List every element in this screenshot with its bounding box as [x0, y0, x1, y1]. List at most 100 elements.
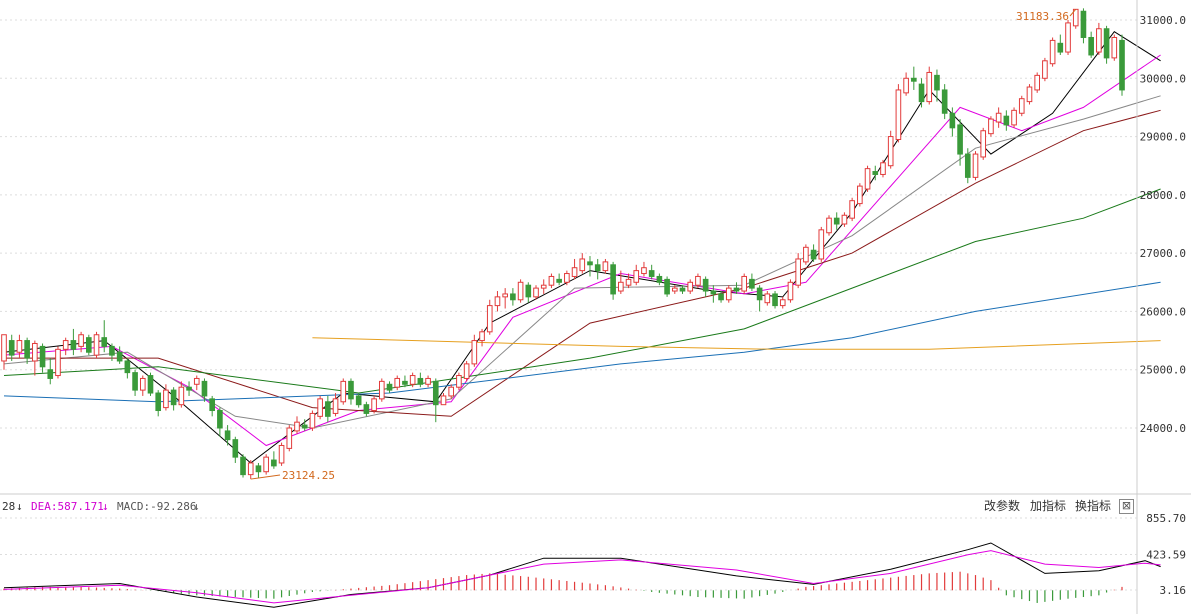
candle — [1057, 34, 1064, 55]
modify-params-button[interactable]: 改参数 — [984, 499, 1021, 513]
candle — [587, 256, 593, 277]
candle-body — [1119, 39, 1125, 91]
candle — [132, 369, 138, 396]
candle-body — [193, 377, 200, 385]
candle — [224, 425, 231, 446]
candle — [710, 285, 717, 303]
candle — [602, 258, 609, 274]
candle-body — [178, 386, 185, 406]
candle-body — [1065, 22, 1071, 53]
candle-body — [201, 380, 208, 397]
candle-body — [425, 377, 431, 385]
candle — [1065, 20, 1071, 55]
candle-body — [741, 275, 748, 292]
candle — [880, 159, 886, 178]
ma120-line — [3, 281, 1161, 403]
candle-body — [864, 168, 871, 190]
candle-body — [55, 348, 61, 377]
candle-body — [363, 404, 370, 414]
candle — [664, 276, 670, 297]
candle — [679, 285, 686, 294]
candle — [772, 291, 778, 309]
candle-body — [972, 153, 979, 178]
candle — [517, 279, 524, 303]
y-tick-label: 24000.0 — [1140, 422, 1186, 435]
candle-body — [16, 340, 23, 353]
candle-body — [980, 130, 987, 158]
candle-body — [139, 377, 146, 391]
candle-body — [348, 380, 354, 400]
candle — [1080, 8, 1087, 44]
candle-body — [702, 278, 709, 292]
candle — [779, 296, 786, 309]
candle-body — [579, 258, 586, 272]
candle-body — [1018, 98, 1025, 114]
candle-body — [394, 377, 401, 388]
candle-body — [471, 340, 478, 365]
candle-body — [8, 340, 15, 356]
candle — [425, 375, 431, 388]
candle — [8, 334, 15, 361]
candle — [409, 372, 416, 388]
candle — [795, 253, 801, 289]
y-tick-label: 26000.0 — [1140, 305, 1186, 318]
swap-indicator-button[interactable]: 换指标 — [1075, 499, 1112, 513]
candle — [941, 84, 948, 120]
candle — [456, 372, 462, 391]
candle-body — [278, 444, 285, 464]
candle-body — [1026, 86, 1033, 103]
moving-average-lines — [3, 31, 1161, 464]
ma5-line — [3, 31, 1161, 464]
candle — [247, 460, 254, 480]
candle-body — [432, 380, 439, 406]
candle — [355, 393, 362, 408]
candle-body — [556, 278, 562, 283]
candle — [725, 285, 732, 303]
candle-body — [803, 246, 809, 263]
candle-body — [725, 287, 732, 301]
candle-body — [934, 74, 940, 91]
candle — [1011, 107, 1017, 128]
candle — [533, 285, 539, 300]
candle — [1088, 31, 1094, 58]
candle-body — [671, 287, 678, 292]
candle-body — [648, 270, 655, 277]
candle — [62, 337, 69, 356]
candle — [86, 334, 92, 356]
candle — [109, 343, 115, 361]
high-arrow — [1069, 9, 1077, 17]
candle-body — [749, 278, 755, 289]
candle-body — [718, 293, 724, 301]
candle — [116, 346, 123, 364]
ma60-line — [3, 188, 1161, 394]
candle-body — [502, 293, 508, 298]
candle-body — [440, 395, 447, 406]
candle — [201, 378, 208, 402]
candle-body — [625, 278, 632, 286]
close-icon[interactable]: ⊠ — [1119, 499, 1134, 514]
candle — [926, 66, 933, 105]
dea-line — [3, 550, 1161, 604]
candle — [394, 375, 401, 391]
candle-body — [217, 410, 223, 429]
candle-body — [116, 351, 123, 362]
candle-body — [995, 112, 1002, 123]
candle-body — [39, 345, 46, 368]
candle-body — [224, 430, 231, 441]
candle-body — [1103, 28, 1110, 59]
candle — [309, 410, 316, 431]
candle-body — [664, 278, 670, 295]
candle — [1018, 95, 1025, 117]
candle — [186, 381, 192, 396]
candle — [957, 119, 963, 166]
y-tick-label: 28000.0 — [1140, 189, 1186, 202]
candle — [178, 381, 185, 408]
candle — [618, 270, 624, 294]
candle-body — [1042, 60, 1048, 79]
candle-body — [101, 337, 108, 347]
candle — [363, 401, 370, 417]
candle-body — [656, 275, 663, 283]
add-indicator-button[interactable]: 加指标 — [1030, 499, 1067, 513]
candle — [101, 320, 108, 353]
candle-body — [93, 334, 100, 356]
